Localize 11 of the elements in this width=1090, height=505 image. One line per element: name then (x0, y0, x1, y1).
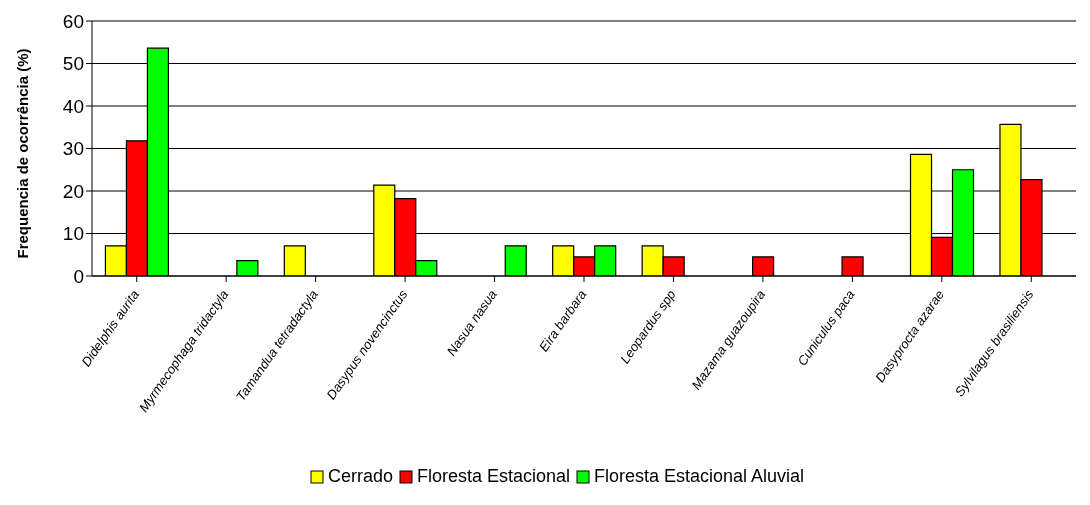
y-tick-label: 10 (62, 223, 84, 245)
y-tick-label: 0 (73, 265, 84, 287)
y-tick-label: 60 (62, 10, 84, 32)
legend-label: Floresta Estacional (415, 466, 570, 487)
legend-label: Floresta Estacional Aluvial (593, 466, 805, 487)
y-tick-label: 20 (62, 180, 84, 202)
legend-label: Cerrado (326, 466, 393, 487)
y-tick-label: 50 (62, 53, 84, 75)
y-tick-label: 30 (62, 138, 84, 160)
y-tick-label: 40 (62, 95, 84, 117)
y-axis-title: Frequencia de ocorrência (%) (14, 48, 32, 259)
